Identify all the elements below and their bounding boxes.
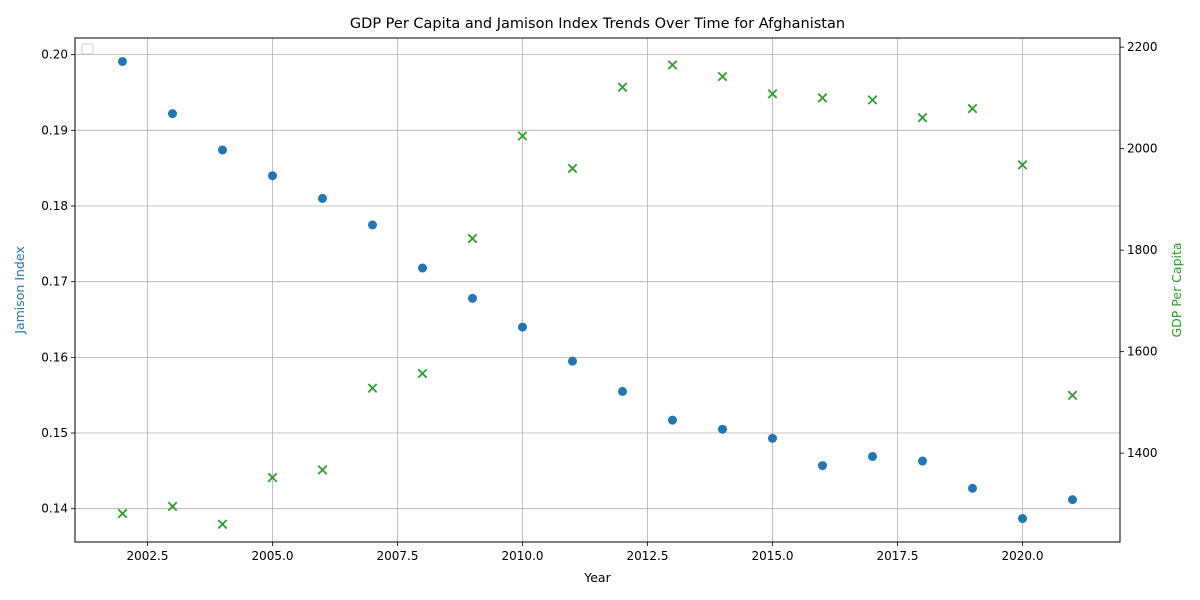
jamison-index-point bbox=[668, 415, 677, 425]
data-marks bbox=[117, 56, 1078, 530]
x-tick-label: 2010.0 bbox=[502, 549, 544, 563]
gdp-point-stroke bbox=[117, 508, 128, 519]
jamison-index-point bbox=[1018, 514, 1027, 524]
y-right-tick-label: 2000 bbox=[1127, 142, 1158, 156]
gdp-point-stroke bbox=[167, 501, 178, 512]
plot-frame bbox=[74, 37, 1121, 543]
legend-box bbox=[81, 43, 94, 55]
y-left-tick-label: 0.19 bbox=[41, 123, 68, 137]
y-left-tick-label: 0.16 bbox=[41, 350, 68, 364]
gdp-per-capita-point bbox=[167, 501, 178, 512]
gdp-per-capita-point bbox=[267, 472, 278, 483]
grid-lines bbox=[75, 38, 1120, 542]
gdp-per-capita-point bbox=[367, 383, 378, 394]
gdp-per-capita-point bbox=[217, 519, 228, 530]
x-tick-label: 2007.5 bbox=[377, 549, 419, 563]
x-tick-label: 2020.0 bbox=[1002, 549, 1044, 563]
jamison-index-point bbox=[118, 56, 127, 66]
gdp-per-capita-point bbox=[967, 103, 978, 114]
y-left-tick-label: 0.15 bbox=[41, 426, 68, 440]
gdp-point-stroke bbox=[267, 472, 278, 483]
y-left-tick-label: 0.17 bbox=[41, 275, 68, 289]
y-left-tick-label: 0.18 bbox=[41, 199, 68, 213]
y-left-tick-label: 0.14 bbox=[41, 502, 68, 516]
gdp-per-capita-point bbox=[717, 71, 728, 82]
gdp-point-stroke bbox=[217, 519, 228, 530]
y-left-tick-label: 0.20 bbox=[41, 48, 68, 62]
jamison-index-point bbox=[818, 461, 827, 471]
gdp-point-stroke bbox=[767, 88, 778, 99]
jamison-index-point bbox=[918, 456, 927, 466]
jamison-index-point bbox=[718, 424, 727, 434]
jamison-index-point bbox=[868, 451, 877, 461]
gdp-per-capita-point bbox=[1017, 160, 1028, 170]
jamison-index-point bbox=[768, 433, 777, 443]
jamison-index-point bbox=[218, 145, 227, 155]
gdp-per-capita-point bbox=[1067, 390, 1078, 401]
y-right-tick-label: 2200 bbox=[1127, 40, 1158, 54]
jamison-index-point bbox=[1068, 495, 1077, 505]
gdp-per-capita-point bbox=[517, 131, 528, 141]
gdp-per-capita-point bbox=[117, 508, 128, 519]
x-tick-label: 2002.5 bbox=[127, 549, 169, 563]
jamison-index-point bbox=[568, 356, 577, 366]
x-tick-label: 2017.5 bbox=[877, 549, 919, 563]
gdp-point-stroke bbox=[467, 233, 478, 244]
gdp-per-capita-point bbox=[817, 93, 828, 103]
gdp-per-capita-point bbox=[867, 95, 878, 105]
gdp-point-stroke bbox=[517, 131, 528, 141]
jamison-index-point bbox=[168, 109, 177, 119]
gdp-per-capita-point bbox=[617, 82, 628, 93]
jamison-index-point bbox=[368, 220, 377, 230]
jamison-index-point bbox=[268, 171, 277, 181]
y-right-tick-label: 1400 bbox=[1127, 446, 1158, 460]
gdp-per-capita-point bbox=[917, 112, 928, 123]
gdp-point-stroke bbox=[1067, 390, 1078, 401]
axis-ticks: 2002.5 2005.0 2007.5 2010.0 2012.5 2015.0 2017… bbox=[41, 40, 1157, 563]
gdp-point-stroke bbox=[567, 163, 578, 174]
gdp-per-capita-point bbox=[317, 465, 328, 475]
gdp-point-stroke bbox=[917, 112, 928, 123]
jamison-index-point bbox=[318, 193, 327, 203]
y-axis-right-label: GDP Per Capita bbox=[1169, 242, 1184, 337]
gdp-per-capita-point bbox=[567, 163, 578, 174]
y-right-tick-label: 1800 bbox=[1127, 243, 1158, 257]
gdp-point-stroke bbox=[867, 95, 878, 105]
jamison-index-point bbox=[518, 322, 527, 332]
y-axis-left-label: Jamison Index bbox=[12, 246, 27, 334]
gdp-per-capita-point bbox=[417, 368, 428, 379]
gdp-point-stroke bbox=[417, 368, 428, 379]
jamison-index-point bbox=[968, 483, 977, 493]
gdp-point-stroke bbox=[367, 383, 378, 394]
x-tick-label: 2005.0 bbox=[252, 549, 294, 563]
gdp-per-capita-point bbox=[467, 233, 478, 244]
y-right-tick-label: 1600 bbox=[1127, 345, 1158, 359]
gdp-point-stroke bbox=[717, 71, 728, 82]
x-axis-label: Year bbox=[583, 570, 611, 585]
x-tick-label: 2015.0 bbox=[752, 549, 794, 563]
jamison-index-point bbox=[468, 293, 477, 303]
gdp-per-capita-point bbox=[767, 88, 778, 99]
gdp-point-stroke bbox=[817, 93, 828, 103]
gdp-point-stroke bbox=[667, 60, 678, 70]
gdp-point-stroke bbox=[617, 82, 628, 93]
x-tick-label: 2012.5 bbox=[627, 549, 669, 563]
gdp-point-stroke bbox=[317, 465, 328, 475]
gdp-point-stroke bbox=[967, 103, 978, 114]
gdp-point-stroke bbox=[1017, 160, 1028, 170]
jamison-index-point bbox=[418, 263, 427, 273]
chart-title: GDP Per Capita and Jamison Index Trends … bbox=[350, 16, 845, 32]
jamison-index-point bbox=[618, 386, 627, 396]
gdp-per-capita-point bbox=[667, 60, 678, 70]
